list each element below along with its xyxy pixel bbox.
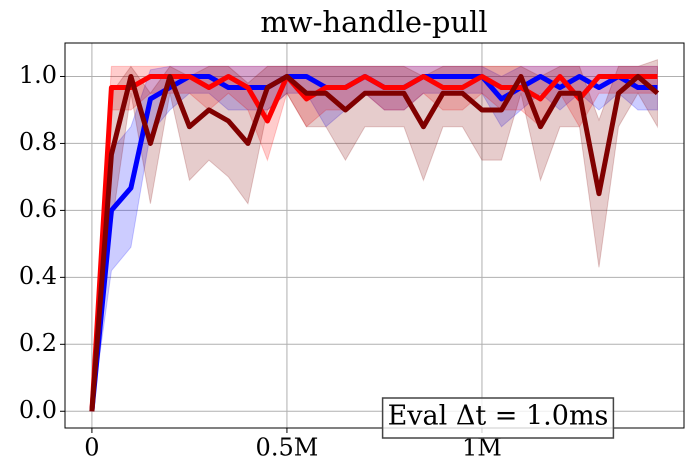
x-tick-label: 0.5M: [256, 434, 319, 462]
band: [91, 59, 658, 412]
annotation-box: [381, 397, 615, 439]
y-tick-label: 0.2: [19, 329, 57, 357]
x-tick-label: 0: [84, 434, 99, 462]
plot-frame: [64, 42, 685, 429]
y-tick-label: 1.0: [19, 61, 57, 89]
chart-title: mw-handle-pull: [260, 5, 487, 39]
line: [89, 73, 658, 412]
band: [91, 65, 658, 412]
y-tick-label: 0.4: [19, 262, 57, 290]
y-tick-label: 0.8: [19, 128, 57, 156]
y-tick-label: 0.0: [19, 396, 57, 424]
y-tick-label: 0.6: [19, 195, 57, 223]
line: [89, 73, 660, 412]
annotation: Eval Δt = 1.0ms: [388, 401, 609, 432]
